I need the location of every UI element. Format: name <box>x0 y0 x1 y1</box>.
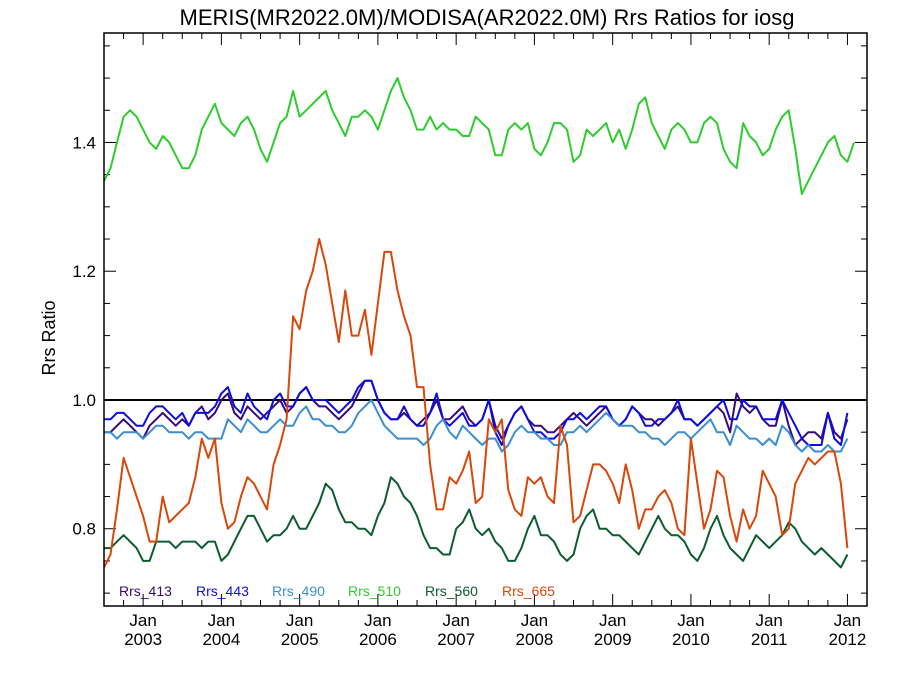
x-tick-label-month: Jan <box>208 611 235 630</box>
x-tick-label-year: 2005 <box>281 630 319 649</box>
legend-entry-rrs-413: Rrs_413 <box>119 583 172 599</box>
y-axis-label: Rrs Ratio <box>39 300 59 375</box>
y-tick-label: 0.8 <box>72 520 96 539</box>
chart-title: MERIS(MR2022.0M)/MODISA(AR2022.0M) Rrs R… <box>180 5 795 30</box>
x-tick-label-month: Jan <box>755 611 782 630</box>
legend-entry-rrs-443: Rrs_443 <box>196 583 249 599</box>
legend-entry-rrs-510: Rrs_510 <box>348 583 401 599</box>
x-tick-label-month: Jan <box>129 611 156 630</box>
x-tick-label-month: Jan <box>521 611 548 630</box>
series-line-rrs-560 <box>104 476 849 569</box>
y-tick-label: 1.2 <box>72 262 96 281</box>
axis-ticks: Jan2003Jan2004Jan2005Jan2006Jan2007Jan20… <box>72 33 868 649</box>
x-tick-label-year: 2003 <box>124 630 162 649</box>
y-tick-label: 1.0 <box>72 391 96 410</box>
x-tick-label-month: Jan <box>834 611 861 630</box>
x-tick-label-month: Jan <box>442 611 469 630</box>
x-tick-label-year: 2010 <box>672 630 710 649</box>
legend-entry-rrs-560: Rrs_560 <box>425 583 478 599</box>
x-tick-label-year: 2011 <box>751 630 788 649</box>
series-line-rrs-510 <box>103 77 855 195</box>
series-line-rrs-443 <box>104 379 849 446</box>
x-tick-label-month: Jan <box>364 611 391 630</box>
y-tick-label: 1.4 <box>72 133 96 152</box>
series-line-rrs-490 <box>104 399 849 453</box>
series-line-rrs-665 <box>103 238 849 568</box>
x-tick-label-year: 2009 <box>594 630 632 649</box>
legend-entry-rrs-665: Rrs_665 <box>502 583 555 599</box>
x-tick-label-month: Jan <box>677 611 704 630</box>
x-tick-label-year: 2006 <box>359 630 397 649</box>
series-line-rrs-413 <box>104 379 849 446</box>
x-tick-label-year: 2004 <box>202 630 240 649</box>
plot-frame <box>103 32 868 607</box>
x-tick-label-month: Jan <box>599 611 626 630</box>
x-tick-label-year: 2007 <box>437 630 475 649</box>
series-lines <box>103 77 855 569</box>
x-tick-label-year: 2008 <box>515 630 553 649</box>
legend: Rrs_413 Rrs_443 Rrs_490 Rrs_510 Rrs_560 Rrs_6… <box>119 583 555 599</box>
x-tick-label-month: Jan <box>286 611 313 630</box>
legend-entry-rrs-490: Rrs_490 <box>272 583 325 599</box>
x-tick-label-year: 2012 <box>829 630 867 649</box>
